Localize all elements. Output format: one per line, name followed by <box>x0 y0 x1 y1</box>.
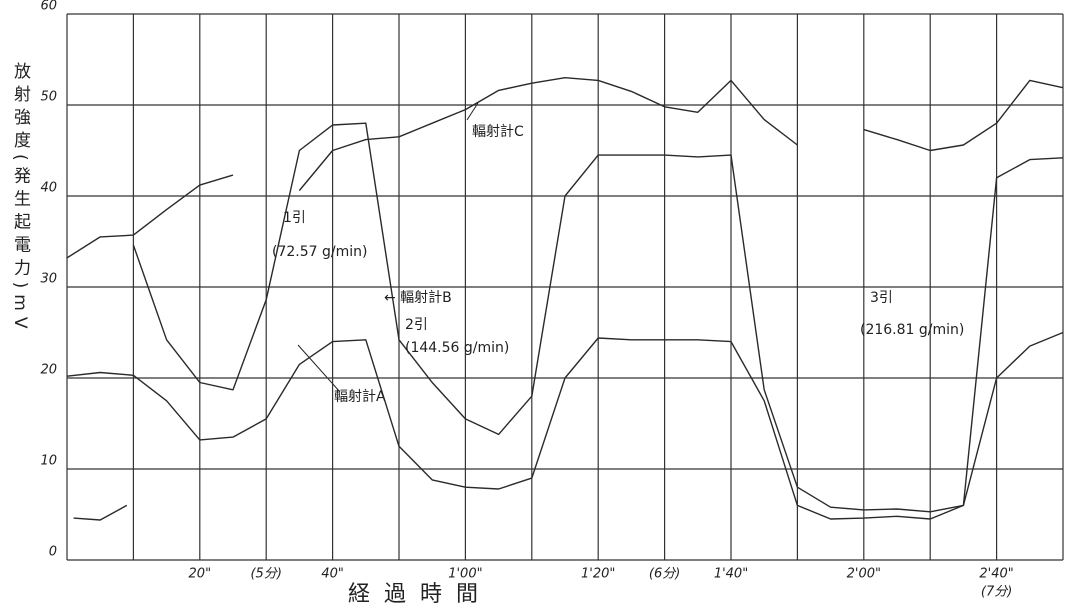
data-line <box>66 331 1064 520</box>
annotation: 輻射計C <box>472 124 524 140</box>
annotation: 2引 <box>405 317 428 333</box>
y-axis-title: 放射強度(発生起電力)mV <box>10 62 31 335</box>
y-tick-label: 50 <box>40 90 57 105</box>
x-tick-label: 1'00" <box>448 567 482 582</box>
y-tick-label: 60 <box>40 0 57 14</box>
x-tick-label: 40" <box>321 567 344 582</box>
y-tick-label: 0 <box>49 545 57 560</box>
annotation: 1引 <box>283 210 306 226</box>
x-tick-label: 2'00" <box>847 567 881 582</box>
x-tick-label: (7分) <box>981 585 1012 600</box>
x-tick-label: 20" <box>189 567 212 582</box>
data-line <box>73 504 128 521</box>
pointer-a <box>297 344 341 393</box>
data-line <box>132 122 1064 513</box>
annotation: (72.57 g/min) <box>272 244 367 260</box>
y-tick-label: 30 <box>40 272 57 287</box>
annotation: 輻射計A <box>334 389 386 405</box>
y-tick-label: 10 <box>40 454 57 469</box>
annotation: 3引 <box>870 290 893 306</box>
x-tick-label: 1'40" <box>714 567 748 582</box>
x-axis-title: 経過時間 <box>348 582 492 607</box>
x-tick-label: 2'40" <box>979 567 1013 582</box>
annotation: (216.81 g/min) <box>860 322 964 338</box>
x-tick-label: 1'20" <box>581 567 615 582</box>
annotation: ← 輻射計B <box>384 290 452 306</box>
x-tick-label: (5分) <box>250 567 281 582</box>
data-line <box>66 77 1064 259</box>
y-tick-label: 40 <box>40 181 57 196</box>
annotation: (144.56 g/min) <box>405 340 509 356</box>
x-tick-label: (6分) <box>649 567 680 582</box>
y-tick-label: 20 <box>40 363 57 378</box>
pointer-c <box>466 102 479 121</box>
